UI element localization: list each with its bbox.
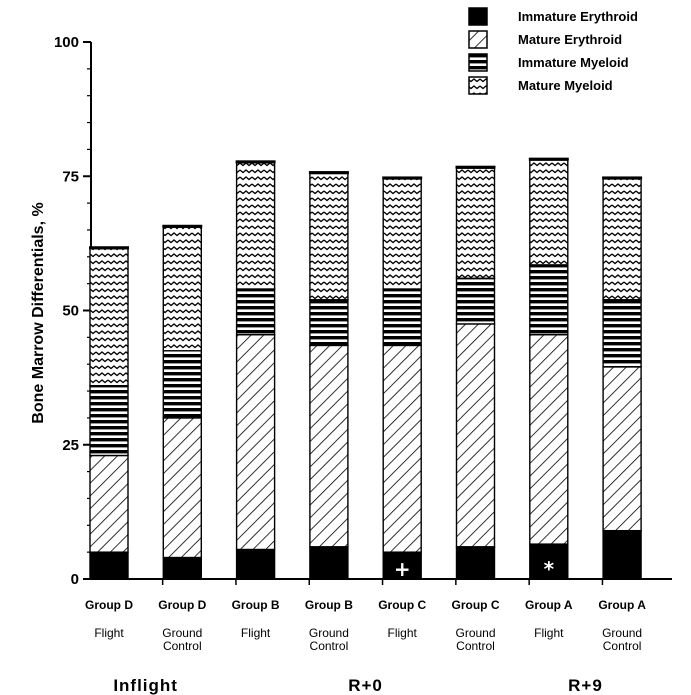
- bar-segment-mature-myeloid: [603, 179, 641, 300]
- bar-segment-mature-myeloid: [163, 227, 201, 351]
- legend-swatch: [469, 8, 487, 25]
- x-label-group: Group D: [85, 598, 133, 612]
- bars: [89, 158, 642, 579]
- x-label-condition: Ground: [455, 626, 495, 640]
- bar-cap: [309, 171, 349, 174]
- legend-label: Immature Myeloid: [518, 55, 629, 70]
- legend-swatch: [469, 77, 487, 94]
- bar-segment-mature-erythroid: [457, 324, 495, 547]
- bar-cap: [236, 160, 276, 163]
- bar-segment-mature-erythroid: [383, 345, 421, 552]
- x-label-group: Group C: [378, 598, 426, 612]
- bar-segment-immature-myeloid: [383, 289, 421, 345]
- x-label-group: Group A: [598, 598, 646, 612]
- x-label-condition: Ground: [309, 626, 349, 640]
- bar-segment-mature-erythroid: [310, 345, 348, 546]
- bar-segment-immature-erythroid: [603, 531, 641, 579]
- x-label-group: Group B: [232, 598, 280, 612]
- x-label-group: Group B: [305, 598, 353, 612]
- y-axis-label: Bone Marrow Differentials, %: [30, 202, 47, 423]
- y-tick-label: 100: [54, 34, 79, 51]
- x-label-condition: Control: [310, 639, 349, 653]
- x-label-condition: Control: [603, 639, 642, 653]
- bar-segment-immature-myeloid: [310, 300, 348, 346]
- x-label-condition: Ground: [162, 626, 202, 640]
- legend: Immature Erythroid Mature Erythroid Immatu…: [469, 8, 638, 94]
- bar-segment-immature-myeloid: [90, 386, 128, 456]
- x-label-group: Group A: [525, 598, 573, 612]
- x-label-group: Group C: [452, 598, 500, 612]
- bar-segment-immature-myeloid: [603, 300, 641, 367]
- legend-label: Mature Myeloid: [518, 78, 613, 93]
- bar-cap: [456, 166, 496, 169]
- x-label-condition: Control: [456, 639, 495, 653]
- group-label: Inflight: [113, 676, 178, 695]
- category-group-labels: Inflight R+0 R+9: [113, 676, 602, 695]
- axes: 0 25 50 75 100: [54, 34, 672, 588]
- marker-asterisk: *: [544, 557, 555, 581]
- y-tick-label: 25: [62, 437, 79, 454]
- bar-cap: [162, 225, 202, 228]
- bar-cap: [382, 176, 422, 179]
- bar-segment-immature-erythroid: [457, 547, 495, 579]
- legend-label: Immature Erythroid: [518, 9, 638, 24]
- bar-segment-mature-myeloid: [530, 160, 568, 265]
- bar-segment-immature-erythroid: [163, 558, 201, 579]
- bar-segment-immature-erythroid: [237, 549, 275, 579]
- legend-label: Mature Erythroid: [518, 32, 622, 47]
- bar-segment-mature-erythroid: [90, 455, 128, 552]
- bar-segment-immature-myeloid: [163, 351, 201, 418]
- x-label-condition: Flight: [241, 626, 271, 640]
- x-label-group: Group D: [158, 598, 206, 612]
- group-label: R+9: [568, 676, 603, 695]
- bar-cap: [89, 246, 129, 249]
- legend-swatch: [469, 31, 487, 48]
- bar-segment-immature-myeloid: [530, 265, 568, 335]
- group-label: R+0: [348, 676, 383, 695]
- bar-segment-mature-erythroid: [163, 418, 201, 558]
- bar-segment-mature-myeloid: [237, 163, 275, 289]
- bar-segment-mature-erythroid: [237, 335, 275, 550]
- bar-segment-immature-myeloid: [237, 289, 275, 335]
- legend-swatch: [469, 54, 487, 71]
- bar-segment-mature-erythroid: [603, 367, 641, 531]
- bar-cap: [529, 158, 569, 161]
- bar-segment-immature-myeloid: [457, 278, 495, 324]
- y-tick-label: 50: [62, 303, 79, 320]
- bar-segment-immature-erythroid: [310, 547, 348, 579]
- bar-segment-mature-myeloid: [90, 249, 128, 386]
- bar-segment-mature-myeloid: [383, 179, 421, 289]
- x-label-condition: Control: [163, 639, 202, 653]
- x-label-condition: Flight: [94, 626, 124, 640]
- marker-plus: +: [394, 557, 411, 581]
- bar-segment-mature-myeloid: [310, 174, 348, 300]
- x-label-condition: Ground: [602, 626, 642, 640]
- bar-cap: [602, 176, 642, 179]
- x-label-condition: Flight: [388, 626, 418, 640]
- bar-segment-mature-erythroid: [530, 335, 568, 544]
- bar-segment-mature-myeloid: [457, 168, 495, 278]
- y-tick-label: 75: [62, 168, 79, 185]
- y-tick-label: 0: [71, 571, 79, 588]
- bar-segment-immature-erythroid: [90, 552, 128, 579]
- x-label-condition: Flight: [534, 626, 564, 640]
